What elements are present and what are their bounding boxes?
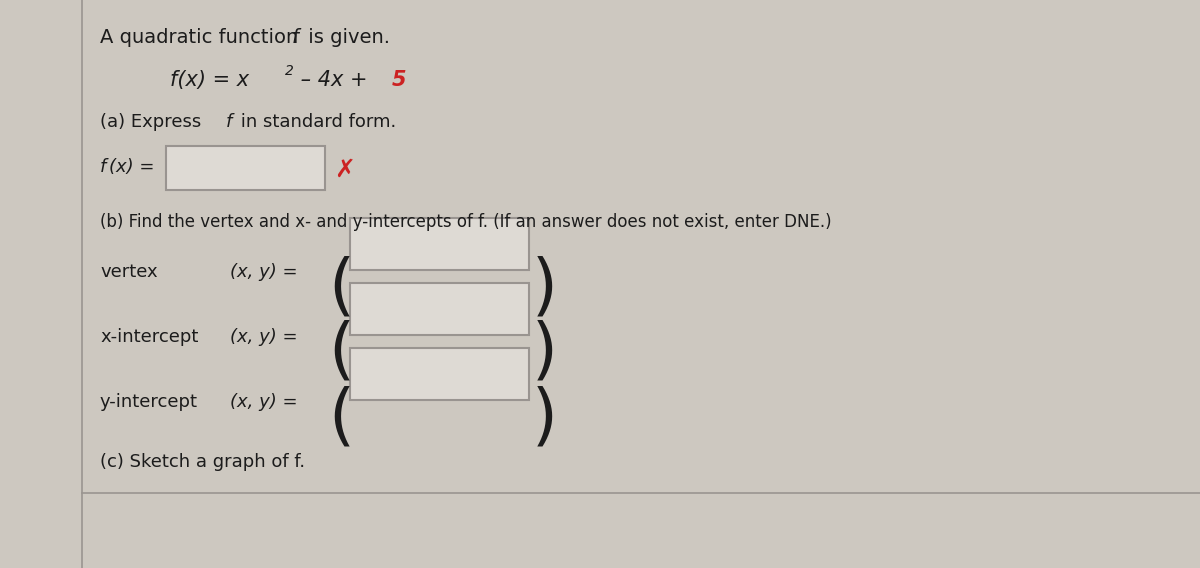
Text: f: f <box>100 158 107 176</box>
Text: ): ) <box>532 385 558 451</box>
Text: in standard form.: in standard form. <box>235 113 396 131</box>
Text: (: ( <box>328 385 354 451</box>
Text: (a) Express: (a) Express <box>100 113 208 131</box>
FancyBboxPatch shape <box>350 348 529 400</box>
Text: f: f <box>292 28 299 47</box>
Text: is given.: is given. <box>302 28 390 47</box>
Text: ✗: ✗ <box>334 158 355 182</box>
Text: – 4x +: – 4x + <box>294 70 374 90</box>
Text: f: f <box>226 113 233 131</box>
FancyBboxPatch shape <box>350 218 529 270</box>
Text: (: ( <box>328 320 354 386</box>
Text: (x) =: (x) = <box>109 158 155 176</box>
Text: A quadratic function: A quadratic function <box>100 28 305 47</box>
Text: (x, y) =: (x, y) = <box>230 393 298 411</box>
Text: (: ( <box>328 255 354 321</box>
Text: 5: 5 <box>392 70 407 90</box>
FancyBboxPatch shape <box>166 146 325 190</box>
Text: (x, y) =: (x, y) = <box>230 328 298 346</box>
Text: (c) Sketch a graph of f.: (c) Sketch a graph of f. <box>100 453 305 471</box>
Text: x-intercept: x-intercept <box>100 328 198 346</box>
Text: (x, y) =: (x, y) = <box>230 263 298 281</box>
Text: y-intercept: y-intercept <box>100 393 198 411</box>
Text: f(x) = x: f(x) = x <box>170 70 250 90</box>
Text: (b) Find the vertex and x- and y-intercepts of f. (If an answer does not exist, : (b) Find the vertex and x- and y-interce… <box>100 213 832 231</box>
Text: vertex: vertex <box>100 263 157 281</box>
Text: 2: 2 <box>286 64 294 78</box>
Text: ): ) <box>532 255 558 321</box>
Text: ): ) <box>532 320 558 386</box>
FancyBboxPatch shape <box>350 283 529 335</box>
